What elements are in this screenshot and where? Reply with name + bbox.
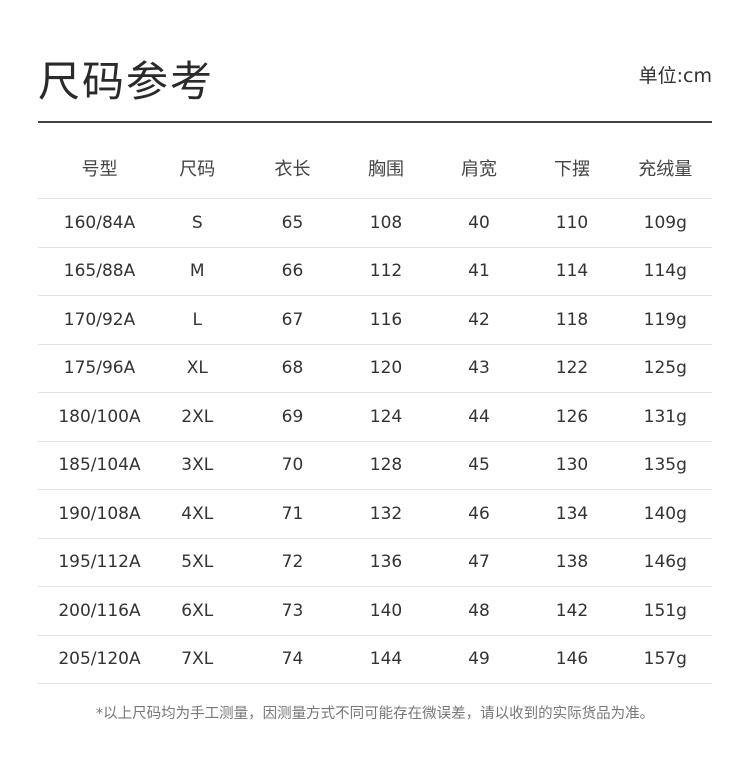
table-cell: 146g xyxy=(643,552,687,573)
table-cell: 66 xyxy=(281,261,304,282)
table-cell: 112 xyxy=(369,261,403,282)
table-cell: 7XL xyxy=(181,649,214,670)
table-cell: 45 xyxy=(468,455,490,476)
footnote: *以上尺码均为手工测量，因测量方式不同可能存在微误差，请以收到的实际货品为准。 xyxy=(95,706,655,722)
table-cell: 44 xyxy=(468,406,490,427)
table-cell: 69 xyxy=(281,406,304,427)
table-cell: 46 xyxy=(468,503,490,524)
table-cell: 195/112A xyxy=(58,552,141,573)
table-cell: XL xyxy=(186,358,208,379)
table-cell: 110 xyxy=(555,212,589,233)
unit-label: 单位:cm xyxy=(638,65,712,87)
table-cell: 122 xyxy=(555,358,589,379)
column-header: 下摆 xyxy=(554,159,590,180)
table-cell: 132 xyxy=(369,503,403,524)
table-cell: S xyxy=(191,212,203,233)
table-cell: 5XL xyxy=(181,552,214,573)
table-cell: 48 xyxy=(468,600,490,621)
table-cell: 170/92A xyxy=(63,309,136,330)
table-cell: 49 xyxy=(468,649,490,670)
table-cell: 118 xyxy=(555,309,589,330)
table-cell: 175/96A xyxy=(63,358,136,379)
table-cell: 140 xyxy=(369,600,403,621)
table-cell: 67 xyxy=(281,309,304,330)
table-cell: 68 xyxy=(281,358,304,379)
column-header: 衣长 xyxy=(274,159,311,180)
table-cell: 41 xyxy=(468,261,490,282)
page-title: 尺码参考 xyxy=(38,57,215,106)
table-cell: 74 xyxy=(281,649,304,670)
table-cell: 119g xyxy=(643,309,687,330)
table-cell: 144 xyxy=(369,649,403,670)
table-cell: 130 xyxy=(555,455,589,476)
table-cell: 157g xyxy=(643,649,687,670)
table-row: 200/116A 6XL 73 140 48 142 151g xyxy=(38,586,712,635)
table-cell: M xyxy=(189,261,205,282)
table-cell: 142 xyxy=(555,600,589,621)
table-cell: 4XL xyxy=(181,503,214,524)
table-row: 195/112A 5XL 72 136 47 138 146g xyxy=(38,537,712,587)
table-cell: 65 xyxy=(281,212,304,233)
table-row: 165/88A M 66 112 41 114 114g xyxy=(38,246,712,296)
table-cell: 6XL xyxy=(181,600,214,621)
table-cell: 42 xyxy=(468,309,490,330)
table-cell: 124 xyxy=(369,406,403,427)
table-cell: 190/108A xyxy=(58,503,141,524)
table-cell: 72 xyxy=(281,552,304,573)
table-cell: 140g xyxy=(643,503,687,524)
table-cell: 128 xyxy=(369,455,403,476)
table-cell: 151g xyxy=(643,600,687,621)
table-cell: 138 xyxy=(555,552,589,573)
table-cell: 43 xyxy=(468,358,490,379)
column-header: 胸围 xyxy=(368,159,404,180)
table-row: 185/104A 3XL 70 128 45 130 135g xyxy=(38,440,712,490)
table-cell: 120 xyxy=(369,358,403,379)
column-header: 号型 xyxy=(81,159,118,180)
table-cell: 40 xyxy=(468,212,490,233)
table-row: 180/100A 2XL 69 124 44 126 131g xyxy=(38,392,712,441)
table-cell: 135g xyxy=(643,455,687,476)
table-cell: 200/116A xyxy=(58,600,141,621)
table-cell: 114 xyxy=(555,261,589,282)
table-cell: 180/100A xyxy=(58,406,141,427)
table-cell: 47 xyxy=(468,552,490,573)
table-body: 160/84A S 65 108 40 110 109g 165/88A M 66 112 41 114… xyxy=(38,198,712,684)
table-cell: 125g xyxy=(643,358,687,379)
table-cell: L xyxy=(192,309,202,330)
table-cell: 205/120A xyxy=(58,649,141,670)
table-cell: 70 xyxy=(281,455,304,476)
title-divider xyxy=(38,121,712,123)
table-cell: 108 xyxy=(369,212,403,233)
table-cell: 146 xyxy=(555,649,589,670)
table-cell: 165/88A xyxy=(63,261,136,282)
table-cell: 116 xyxy=(369,309,403,330)
table-cell: 131g xyxy=(643,406,687,427)
table-cell: 109g xyxy=(643,212,687,233)
table-cell: 3XL xyxy=(181,455,214,476)
table-cell: 136 xyxy=(369,552,403,573)
table-row: 175/96A XL 68 120 43 122 125g xyxy=(38,343,712,393)
table-row: 160/84A S 65 108 40 110 109g xyxy=(38,198,712,247)
table-cell: 2XL xyxy=(181,406,214,427)
size-table: 号型 尺码 衣长 胸围 肩宽 下摆 充绒量 160/84A S 65 108 40 110 109g 16… xyxy=(38,138,712,684)
table-row: 170/92A L 67 116 42 118 119g xyxy=(38,295,712,344)
table-cell: 126 xyxy=(555,406,589,427)
table-cell: 160/84A xyxy=(63,212,136,233)
table-cell: 73 xyxy=(281,600,304,621)
table-cell: 114g xyxy=(643,261,687,282)
table-header-row: 号型 尺码 衣长 胸围 肩宽 下摆 充绒量 xyxy=(38,138,712,198)
table-cell: 185/104A xyxy=(58,455,141,476)
column-header: 肩宽 xyxy=(461,159,497,180)
table-cell: 71 xyxy=(281,503,304,524)
table-row: 190/108A 4XL 71 132 46 134 140g xyxy=(38,489,712,538)
column-header: 尺码 xyxy=(179,159,216,180)
table-cell: 134 xyxy=(555,503,589,524)
column-header: 充绒量 xyxy=(638,159,693,180)
table-row: 205/120A 7XL 74 144 49 146 157g xyxy=(38,634,712,684)
